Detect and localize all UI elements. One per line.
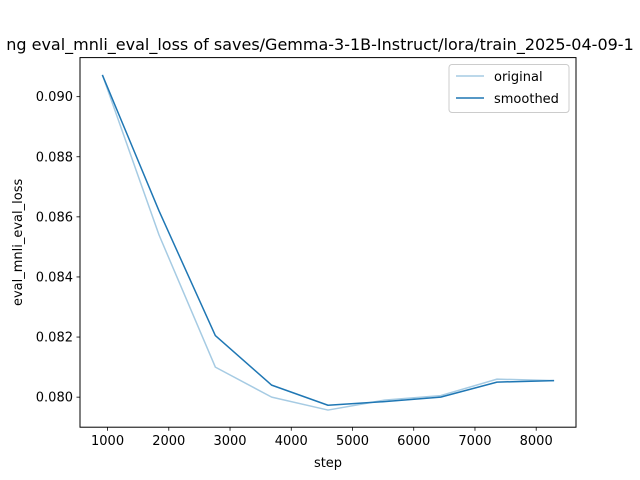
x-tick-label: 8000: [520, 434, 553, 449]
series-line-original: [101, 74, 555, 411]
y-tick-label: 0.090: [36, 90, 73, 105]
legend-label-original: original: [494, 70, 543, 85]
y-tick-label: 0.080: [36, 391, 73, 406]
x-tick-label: 5000: [336, 434, 369, 449]
x-tick-label: 6000: [397, 434, 430, 449]
legend: original smoothed: [448, 64, 570, 113]
plot-frame: [79, 57, 577, 428]
y-tick-label: 0.086: [36, 210, 73, 225]
y-axis-label: eval_mnli_eval_loss: [11, 179, 26, 307]
plot-lines: [101, 74, 555, 411]
series-line-smoothed: [101, 74, 555, 407]
x-tick-label: 3000: [213, 434, 246, 449]
x-tick-label: 2000: [152, 434, 185, 449]
y-tick-label: 0.084: [36, 270, 73, 285]
legend-label-smoothed: smoothed: [494, 92, 559, 107]
x-tick-label: 7000: [458, 434, 491, 449]
x-axis-ticks: 1000 2000 3000 4000 5000 6000 7000 8000: [91, 427, 553, 449]
x-tick-label: 4000: [275, 434, 308, 449]
y-tick-label: 0.082: [36, 331, 73, 346]
y-axis-ticks: 0.080 0.082 0.084 0.086 0.088 0.090: [36, 90, 80, 406]
x-tick-label: 1000: [91, 434, 124, 449]
x-axis-label: step: [314, 456, 342, 471]
chart-title: ng eval_mnli_eval_loss of saves/Gemma-3-…: [6, 35, 634, 55]
y-tick-label: 0.088: [36, 150, 73, 165]
